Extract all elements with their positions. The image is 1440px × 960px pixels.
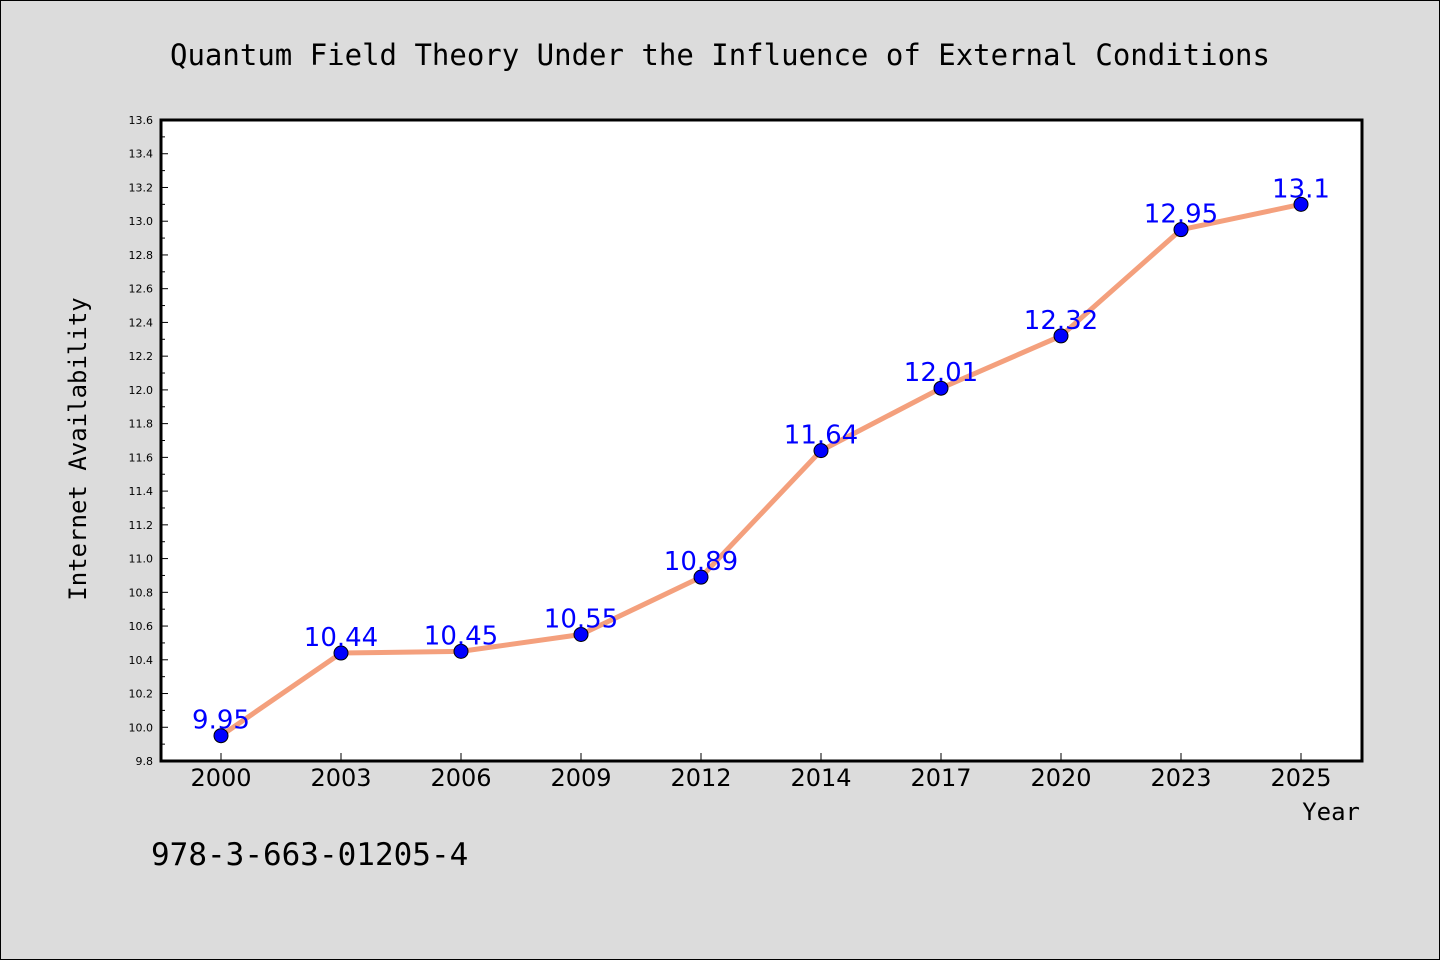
x-tick-label: 2025	[1270, 764, 1331, 792]
data-point	[693, 569, 709, 585]
y-tick-label: 12.4	[129, 316, 154, 329]
y-tick-label: 9.8	[136, 755, 154, 768]
y-tick-label: 13.4	[129, 148, 154, 161]
data-point	[213, 728, 229, 744]
data-point	[813, 443, 829, 459]
y-axis-ticks: 9.8 10.0 10.2 10.4 10.6 10.8 11.0 11.2 11.4 11.6 1…	[129, 114, 168, 768]
data-label: 10.44	[304, 623, 378, 653]
data-label: 12.32	[1024, 306, 1098, 336]
y-tick-label: 13.0	[129, 215, 154, 228]
y-tick-label: 13.6	[129, 114, 154, 127]
x-tick-label: 2014	[790, 764, 851, 792]
x-tick-label: 2020	[1030, 764, 1091, 792]
x-tick-label: 2009	[550, 764, 611, 792]
data-point	[333, 645, 349, 661]
series-line	[218, 201, 1304, 739]
data-label: 10.55	[544, 604, 618, 634]
series-layer: 9.95 10.44 10.45 10.55 10.89 11.64 12.01 12.32 1…	[192, 174, 1330, 744]
x-tick-label: 2000	[190, 764, 251, 792]
y-tick-label: 12.8	[129, 249, 154, 262]
x-axis-label: Year	[1302, 798, 1360, 826]
y-tick-label: 10.4	[129, 654, 154, 667]
data-point	[1053, 328, 1069, 344]
y-tick-label: 11.2	[129, 519, 154, 532]
x-tick-label: 2023	[1150, 764, 1211, 792]
data-label: 9.95	[192, 706, 250, 736]
y-tick-label: 10.6	[129, 620, 154, 633]
data-point	[1293, 196, 1309, 212]
x-tick-label: 2006	[430, 764, 491, 792]
y-tick-label: 12.2	[129, 350, 154, 363]
data-label: 10.45	[424, 621, 498, 651]
y-tick-label: 12.6	[129, 283, 154, 296]
x-tick-label: 2017	[910, 764, 971, 792]
y-tick-label: 11.0	[129, 553, 154, 566]
data-point	[573, 626, 589, 642]
data-point	[933, 380, 949, 396]
plot-frame	[159, 118, 1364, 763]
y-tick-label: 11.8	[129, 418, 154, 431]
data-label: 11.64	[784, 421, 858, 451]
y-tick-label: 10.0	[129, 721, 154, 734]
data-label: 10.89	[664, 547, 738, 577]
data-label: 12.01	[904, 358, 978, 388]
isbn-annotation: 978-3-663-01205-4	[151, 837, 468, 873]
data-label: 12.95	[1144, 200, 1218, 230]
y-tick-label: 10.2	[129, 688, 154, 701]
y-tick-label: 11.4	[129, 485, 154, 498]
data-point	[453, 643, 469, 659]
y-tick-label: 13.2	[129, 181, 154, 194]
y-tick-label: 10.8	[129, 586, 154, 599]
data-point	[1173, 222, 1189, 238]
y-tick-label: 11.6	[129, 451, 154, 464]
y-axis-label: Internet Availability	[64, 297, 92, 600]
x-tick-label: 2012	[670, 764, 731, 792]
x-tick-label: 2003	[310, 764, 371, 792]
x-axis-ticks: 2000 2003 2006 2009 2012 2014 2017 2020 2023 2025	[190, 753, 1332, 792]
data-label: 13.1	[1272, 174, 1330, 204]
chart-title: Quantum Field Theory Under the Influence…	[170, 38, 1270, 72]
y-tick-label: 12.0	[129, 384, 154, 397]
